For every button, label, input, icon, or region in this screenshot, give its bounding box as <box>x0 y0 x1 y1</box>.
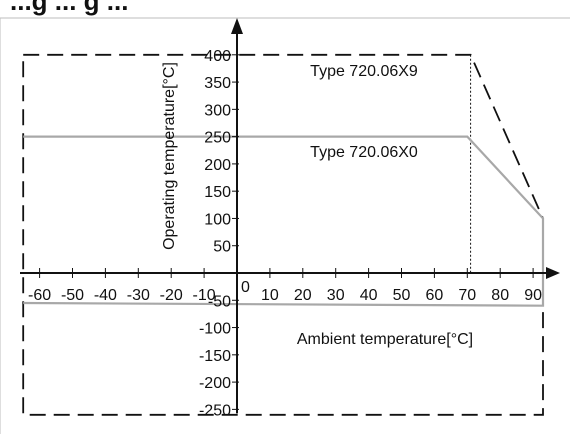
y-tick-label: 350 <box>204 75 231 92</box>
x-tick-label: 70 <box>458 287 476 304</box>
x-tick-label: 30 <box>327 287 345 304</box>
x-axis-label: Ambient temperature[°C] <box>297 331 473 348</box>
x-tick-label: -10 <box>193 287 216 304</box>
series-line-0 <box>22 53 544 416</box>
x-tick-label: -50 <box>61 287 84 304</box>
y-axis-label: Operating temperature[°C] <box>161 62 178 250</box>
y-tick-label: -150 <box>199 348 231 365</box>
x-tick-label: -30 <box>127 287 150 304</box>
x-tick-label: 10 <box>261 287 279 304</box>
annotation-type-x9: Type 720.06X9 <box>310 63 418 80</box>
y-tick-label: -200 <box>199 375 231 392</box>
x-axis-arrow <box>546 267 560 279</box>
axes-layer: -60 -50 -40 -30 -20 -10 0 10 20 30 40 50 60 70 80 90400… <box>20 18 560 419</box>
y-axis-arrow <box>231 18 243 34</box>
x-tick-label: 80 <box>491 287 509 304</box>
series-line-1 <box>23 135 545 307</box>
y-tick-label: -100 <box>199 321 231 338</box>
x-tick-label: -40 <box>94 287 117 304</box>
chart-title-fragment: ...g ... g ... <box>10 0 128 16</box>
x-tick-label: 0 <box>241 279 250 296</box>
y-tick-label: 400 <box>204 48 231 65</box>
series-layer <box>22 53 545 416</box>
y-tick-label: 50 <box>213 239 231 256</box>
y-tick-label: 250 <box>204 130 231 147</box>
y-tick-label: 200 <box>204 157 231 174</box>
y-tick-label: 150 <box>204 184 231 201</box>
x-tick-label: 40 <box>360 287 378 304</box>
x-tick-label: 90 <box>524 287 542 304</box>
x-tick-label: 60 <box>426 287 444 304</box>
x-tick-label: -60 <box>28 287 51 304</box>
x-tick-label: 50 <box>393 287 411 304</box>
x-tick-label: -20 <box>160 287 183 304</box>
y-tick-label: 300 <box>204 102 231 119</box>
y-tick-label: -250 <box>199 402 231 419</box>
x-tick-label: 20 <box>294 287 312 304</box>
annotation-type-x0: Type 720.06X0 <box>310 144 418 161</box>
y-tick-label: -50 <box>208 293 231 310</box>
y-tick-label: 100 <box>204 211 231 228</box>
